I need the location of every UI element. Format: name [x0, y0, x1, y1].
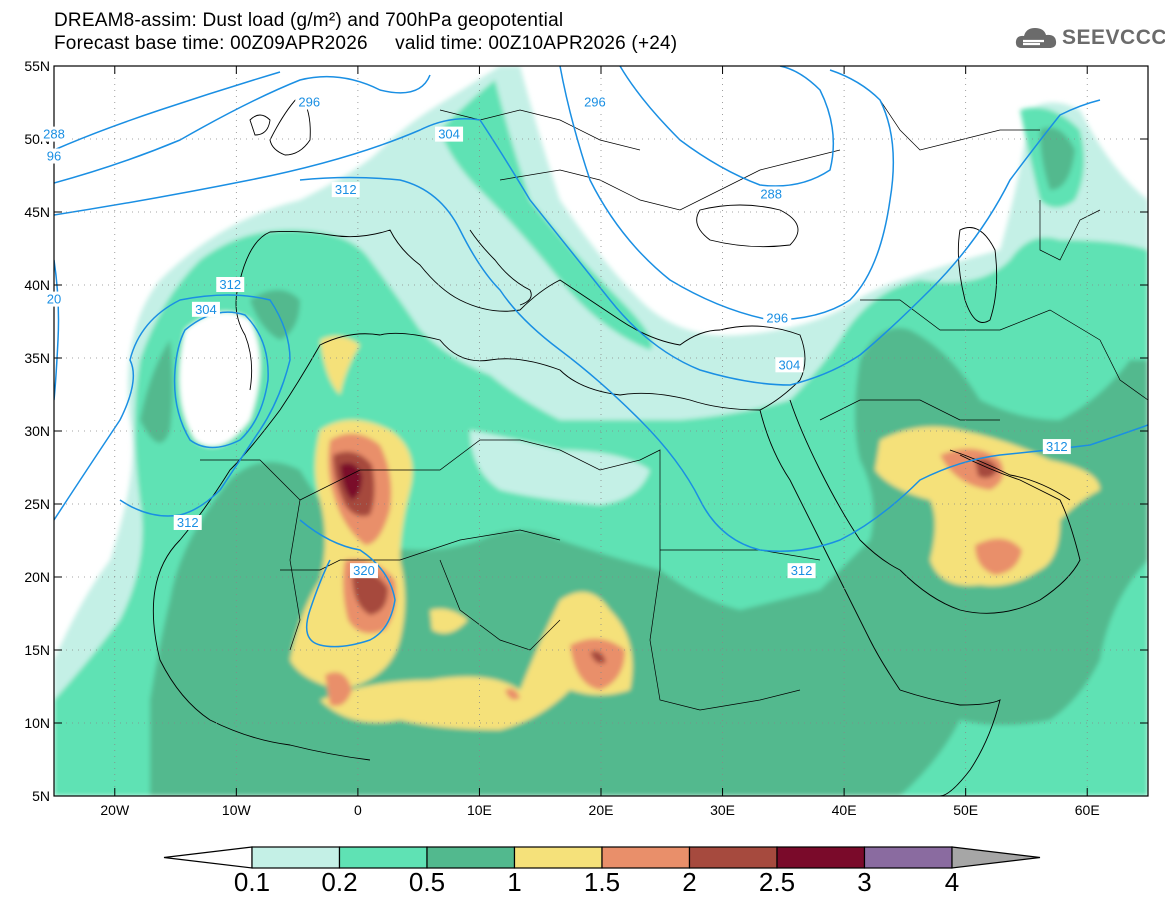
contour-label-bg	[216, 277, 245, 292]
contour-label-bg	[40, 126, 68, 142]
contour-label: 304	[195, 302, 217, 317]
map-title: DREAM8-assim: Dust load (g/m²) and 700hP…	[54, 10, 564, 31]
contour-label-bg	[435, 126, 464, 142]
lon-tick-label: 30E	[710, 802, 735, 818]
lon-tick-label: 20W	[100, 802, 130, 818]
lon-tick-label: 50E	[953, 802, 978, 818]
colorbar-low-arrow	[163, 846, 253, 869]
contour-label: 312	[177, 515, 199, 530]
contour-288-east	[619, 66, 835, 187]
lat-tick-label: 55N	[24, 58, 50, 74]
colorbar-level-label: 0.2	[321, 867, 357, 897]
contour-label: 312	[219, 277, 241, 292]
contour-label: 20	[47, 292, 61, 307]
colorbar-level-label: 0.5	[409, 867, 445, 897]
contour-label: 296	[584, 95, 606, 110]
lat-tick-label: 35N	[24, 350, 50, 366]
contour-label-bg	[757, 186, 786, 202]
cloud-icon	[1015, 28, 1057, 48]
contour-320	[299, 519, 396, 648]
lon-tick-label: 10E	[467, 802, 492, 818]
colorbar-swatch	[601, 846, 691, 869]
lat-tick-label: 30N	[24, 423, 50, 439]
contour-288-europe	[54, 71, 281, 151]
lat-tick-label: 15N	[24, 642, 50, 658]
graticule	[54, 66, 1148, 796]
colorbar-level-label: 2.5	[759, 867, 795, 897]
colorbar-swatch	[513, 846, 603, 869]
contour-20-west	[54, 259, 60, 401]
contour-304-west	[54, 99, 1101, 386]
contour-312-main	[54, 294, 291, 521]
colorbar-level-label: 2	[682, 867, 696, 897]
lat-tick-label: 25N	[24, 496, 50, 512]
contour-label: 296	[298, 95, 320, 110]
colorbar-swatch	[338, 846, 428, 869]
lon-tick-label: 10W	[222, 802, 252, 818]
contour-label: 96	[47, 149, 61, 164]
colorbar-level-label: 0.1	[234, 867, 270, 897]
forecast-time-line: Forecast base time: 00Z09APR2026 valid t…	[54, 33, 678, 54]
contour-label: 288	[760, 186, 782, 201]
contour-label-bg	[44, 148, 64, 164]
contour-label-bg	[580, 94, 609, 110]
contour-label: 288	[43, 127, 65, 142]
contour-312-north	[299, 176, 1148, 552]
contour-label-bg	[763, 310, 792, 326]
colorbar-swatch	[688, 846, 778, 869]
colorbar-swatch	[251, 846, 341, 869]
colorbar: 0.1 0.2 0.5 1 1.5 2 2.5 3 4	[163, 846, 1041, 897]
contour-label-bg	[787, 563, 816, 579]
lon-tick-label: 0	[354, 802, 362, 818]
contour-label-bg	[349, 563, 378, 579]
contour-label: 312	[791, 563, 813, 578]
lon-tick-label: 60E	[1075, 802, 1100, 818]
contour-label-bg	[173, 514, 202, 530]
contour-304-low	[173, 311, 269, 449]
lat-tick-label: 20N	[24, 569, 50, 585]
contour-label: 312	[335, 182, 357, 197]
colorbar-high-arrow	[951, 846, 1041, 869]
seevccc-logo: SEEVCCC	[1014, 24, 1165, 52]
lat-tick-label: 45N	[24, 204, 50, 220]
colorbar-level-label: 1	[507, 867, 521, 897]
lat-tick-label: 40N	[24, 277, 50, 293]
contour-label-bg	[331, 182, 360, 198]
contour-296-east	[559, 66, 895, 321]
lat-tick-label: 5N	[32, 788, 50, 804]
colorbar-level-label: 4	[945, 867, 959, 897]
lon-tick-label: 40E	[832, 802, 857, 818]
geopotential-contours	[54, 66, 1148, 648]
logo-text: SEEVCCC	[1062, 26, 1165, 49]
contour-label: 312	[1046, 439, 1068, 454]
lon-tick-label: 20E	[589, 802, 614, 818]
contour-label-bg	[1042, 439, 1071, 455]
contour-label: 304	[779, 357, 801, 372]
coastlines-and-borders	[152, 94, 1148, 796]
colorbar-swatch	[426, 846, 516, 869]
colorbar-swatch	[863, 846, 953, 869]
colorbar-level-label: 1.5	[584, 867, 620, 897]
contour-label-bg	[44, 291, 64, 307]
colorbar-level-label: 3	[857, 867, 871, 897]
contour-label: 304	[438, 127, 460, 142]
contour-label-bg	[191, 301, 220, 317]
colorbar-swatch	[776, 846, 866, 869]
lat-tick-label: 10N	[24, 715, 50, 731]
contour-label-bg	[295, 94, 324, 110]
contour-label-bg	[775, 357, 804, 373]
contour-label: 320	[353, 563, 375, 578]
contour-296-west	[54, 74, 431, 184]
contour-label: 296	[766, 311, 788, 326]
